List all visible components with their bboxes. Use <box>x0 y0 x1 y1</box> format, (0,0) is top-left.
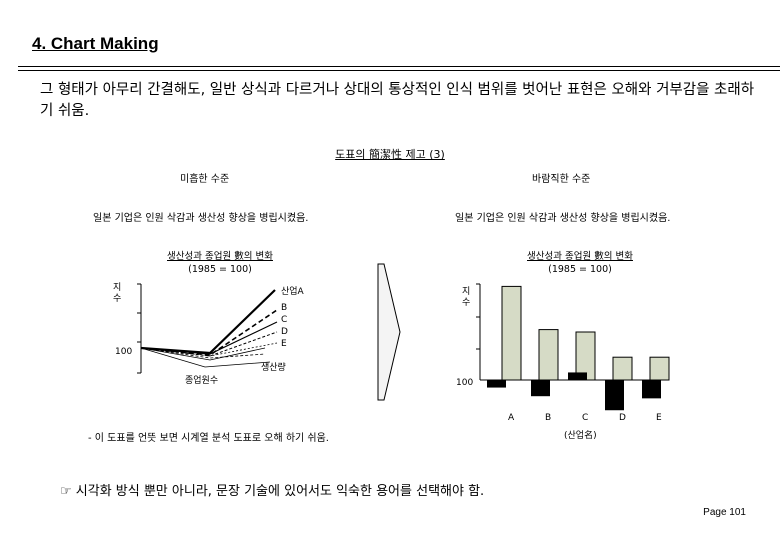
production-label: 생산량 <box>261 361 286 373</box>
right-xlabel: (산업名) <box>564 429 597 441</box>
page-heading: 4. Chart Making <box>32 34 159 53</box>
series-label-e: E <box>281 339 287 349</box>
bottom-text: ☞ 시각화 방식 뿐만 아니라, 문장 기술에 있어서도 익숙한 용어를 선택해… <box>60 484 485 499</box>
right-chart-title-block: 생산성과 종업원 數의 변화 (1985 = 100) <box>480 250 680 276</box>
series-label-d: D <box>281 327 288 337</box>
line-employees-1 <box>140 347 266 361</box>
heading-rule <box>18 66 780 67</box>
right-ylabel-1: 지 <box>462 286 470 297</box>
note-text: - 이 도표를 언뜻 보면 시계열 분석 도표로 오해 하기 쉬움. <box>88 433 329 444</box>
line-industry-a <box>140 289 276 355</box>
right-bar-chart: 지 수 100 A B C D E (산업名) <box>456 283 670 441</box>
right-desc: 일본 기업은 인원 삭감과 생산성 향상을 병립시켰음. <box>455 213 671 224</box>
line-industry-e <box>140 342 278 357</box>
diagram-title: 도표의 簡潔性 제고 (3) <box>335 148 445 161</box>
category-label-e: E <box>656 413 662 423</box>
employees-label: 종업원수 <box>185 375 218 386</box>
employee-bar-e <box>642 380 661 399</box>
line-industry-d <box>140 331 278 357</box>
left-chart-title: 생산성과 종업원 數의 변화 <box>167 251 273 262</box>
arrow-right-icon <box>377 263 401 401</box>
production-bar-b <box>538 329 559 381</box>
right-chart-title: 생산성과 종업원 數의 변화 <box>527 251 633 262</box>
left-desc: 일본 기업은 인원 삭감과 생산성 향상을 병립시켰음. <box>93 213 309 224</box>
left-line-chart: 지 수 100 산업A B C D E 생산량 종업원수 <box>113 282 305 386</box>
left-chart-title-block: 생산성과 종업원 數의 변화 (1985 = 100) <box>120 250 320 276</box>
page-number: Page 101 <box>703 507 746 518</box>
category-label-d: D <box>619 413 626 423</box>
employee-bar-b <box>531 380 550 397</box>
left-chart-subtitle: (1985 = 100) <box>188 264 252 275</box>
line-employees-2 <box>140 347 271 368</box>
right-base-label: 100 <box>456 378 473 388</box>
left-panel-label: 미흡한 수준 <box>180 174 230 185</box>
line-industry-c <box>140 321 278 355</box>
right-ylabel-2: 수 <box>462 297 470 308</box>
right-chart-subtitle: (1985 = 100) <box>548 264 612 275</box>
category-label-a: A <box>508 413 515 423</box>
intro-text: 그 형태가 아무리 간결해도, 일반 상식과 다르거나 상대의 통상적인 인식 … <box>40 82 755 119</box>
category-label-b: B <box>545 413 551 423</box>
series-label-b: B <box>281 303 287 313</box>
line-employees-3 <box>140 347 266 359</box>
production-bar-e <box>649 356 670 381</box>
heading-rule-thin <box>18 70 780 71</box>
line-industry-b <box>140 309 278 356</box>
employee-bar-c <box>568 372 587 380</box>
employee-bar-d <box>605 380 624 411</box>
production-bar-d <box>612 356 633 381</box>
production-bar-a <box>501 285 522 381</box>
left-ylabel-1: 지 <box>113 282 121 293</box>
left-ylabel-2: 수 <box>113 293 121 304</box>
right-panel-label: 바람직한 수준 <box>532 174 591 185</box>
category-label-c: C <box>582 413 588 423</box>
employee-bar-a <box>487 380 506 388</box>
left-base-label: 100 <box>115 347 132 357</box>
series-label-a: 산업A <box>281 286 305 297</box>
series-label-c: C <box>281 315 287 325</box>
